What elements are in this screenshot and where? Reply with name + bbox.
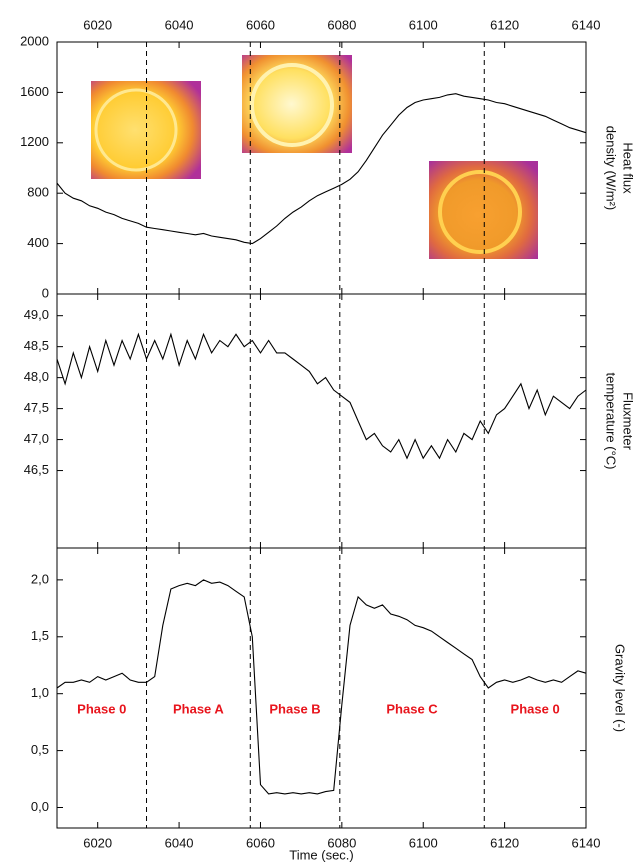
- y-tick-label: 48,5: [24, 338, 49, 353]
- y-tick-label: 1200: [20, 134, 49, 149]
- y-tick-label: 2000: [20, 33, 49, 48]
- infrared-image: [242, 55, 352, 153]
- infrared-image: [91, 81, 201, 179]
- x-tick-label: 6140: [572, 17, 601, 32]
- x-tick-label: 6140: [572, 835, 601, 850]
- image-detail: [438, 170, 522, 254]
- y-tick-label: 2,0: [31, 571, 49, 586]
- data-line: [56, 93, 587, 245]
- y-tick-label: 46,5: [24, 462, 49, 477]
- plot-frame: [56, 293, 587, 549]
- x-tick-label: 6060: [246, 835, 275, 850]
- phase-label: Phase A: [173, 701, 224, 716]
- y-axis-label-line: Fluxmeter: [621, 392, 636, 450]
- phase-label: Phase C: [386, 701, 438, 716]
- x-tick-label: 6100: [409, 17, 438, 32]
- y-axis-label-line: temperature (°C): [604, 373, 619, 470]
- phase-label: Phase 0: [77, 701, 126, 716]
- y-tick-label: 800: [27, 185, 49, 200]
- phase-label: Phase B: [269, 701, 320, 716]
- data-line: [56, 579, 587, 795]
- x-tick-label: 6120: [490, 17, 519, 32]
- y-tick-label: 0,0: [31, 799, 49, 814]
- image-detail: [94, 88, 178, 172]
- y-axis-label-line: Heat flux: [621, 142, 636, 194]
- y-tick-label: 1,5: [31, 628, 49, 643]
- image-detail: [250, 63, 334, 147]
- x-tick-label: 6120: [490, 835, 519, 850]
- y-tick-label: 47,0: [24, 431, 49, 446]
- infrared-images: [91, 55, 538, 259]
- x-tick-label: 6040: [165, 835, 194, 850]
- x-tick-label: 6060: [246, 17, 275, 32]
- y-tick-label: 48,0: [24, 369, 49, 384]
- phase-label: Phase 0: [511, 701, 560, 716]
- x-tick-label: 6080: [327, 17, 356, 32]
- y-axis-label-line: density (W/m²): [604, 126, 619, 211]
- x-axis-label: Time (sec.): [289, 847, 354, 862]
- y-tick-label: 49,0: [24, 307, 49, 322]
- y-tick-label: 47,5: [24, 400, 49, 415]
- x-tick-label: 6040: [165, 17, 194, 32]
- y-tick-label: 0: [42, 285, 49, 300]
- data-line: [56, 332, 587, 460]
- y-axis-label: Gravity level (-): [613, 644, 628, 732]
- x-tick-label: 6020: [83, 835, 112, 850]
- x-tick-label: 6100: [409, 835, 438, 850]
- y-tick-label: 1600: [20, 84, 49, 99]
- y-tick-label: 400: [27, 235, 49, 250]
- y-tick-label: 1,0: [31, 685, 49, 700]
- x-tick-label: 6020: [83, 17, 112, 32]
- y-axis-label-line: Gravity level (-): [613, 644, 628, 732]
- y-tick-label: 0,5: [31, 742, 49, 757]
- x-tick-label: 6080: [327, 835, 356, 850]
- plot-frame: [56, 547, 587, 829]
